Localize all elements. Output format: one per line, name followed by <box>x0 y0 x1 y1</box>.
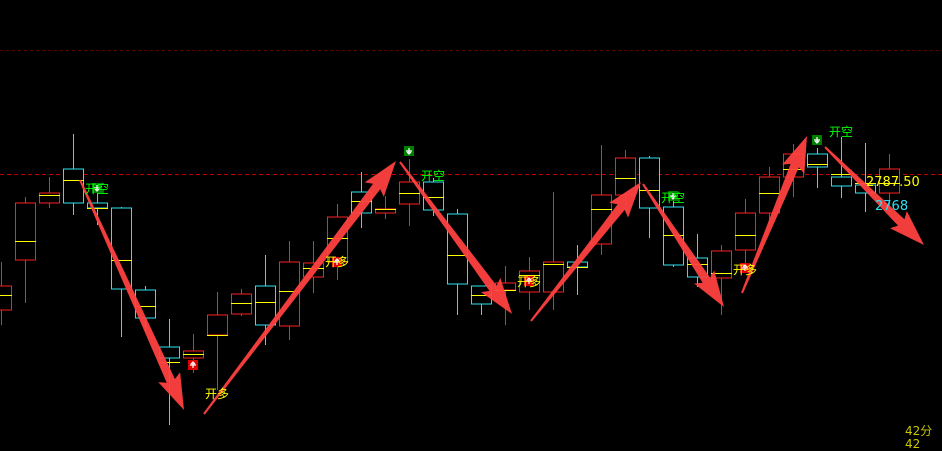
candle-body <box>39 192 60 204</box>
candle-body <box>639 157 660 209</box>
up-arrow-icon <box>188 360 198 370</box>
candle <box>711 245 732 315</box>
candle <box>639 156 660 238</box>
candle <box>759 167 780 225</box>
down-arrow-icon <box>404 146 414 156</box>
candle-body <box>207 314 228 336</box>
short-signal-label: 开空 <box>829 125 854 139</box>
candle-body <box>879 168 900 194</box>
up-arrow-icon <box>740 263 750 273</box>
candle-body <box>543 261 564 293</box>
candle-body <box>63 168 84 204</box>
candle-body <box>0 285 12 311</box>
annotation-arrow <box>741 136 807 294</box>
short-signal-label: 开空 <box>421 169 446 183</box>
candle <box>471 285 492 315</box>
candle <box>207 292 228 390</box>
annotation-arrow <box>824 146 924 245</box>
candle <box>615 150 636 210</box>
up-arrow-icon <box>524 276 534 286</box>
short-signal-label: 开空 <box>85 182 110 196</box>
candle-body <box>735 212 756 251</box>
up-arrow-icon <box>332 257 342 267</box>
candle <box>39 177 60 208</box>
long-signal-label: 开多 <box>517 275 542 289</box>
candle <box>183 334 204 373</box>
reference-price-label: 2787.50 <box>866 175 920 190</box>
candle <box>807 148 828 188</box>
candle-body <box>711 250 732 279</box>
candle <box>399 159 420 226</box>
candle <box>879 154 900 212</box>
down-arrow-icon <box>812 135 822 145</box>
secondary-price-label: 2768 <box>875 199 909 214</box>
candle-body <box>255 285 276 326</box>
down-arrow-icon <box>668 191 678 201</box>
candle <box>447 209 468 315</box>
annotation-arrow <box>642 183 724 307</box>
short-signal-label: 开空 <box>661 191 686 205</box>
annotation-arrow <box>79 179 184 410</box>
candle <box>63 134 84 215</box>
candle-body <box>831 176 852 187</box>
candle <box>735 199 756 268</box>
candle <box>831 137 852 198</box>
candle <box>375 196 396 219</box>
candle <box>255 255 276 345</box>
long-signal-label: 开多 <box>325 255 350 269</box>
time-label: 42分42 <box>905 424 933 451</box>
candle-body <box>15 202 36 261</box>
down-arrow-icon <box>92 183 102 193</box>
candle <box>0 262 12 325</box>
long-signal-label: 开多 <box>733 263 758 277</box>
candlestick-chart <box>0 50 942 425</box>
candle-body <box>807 153 828 168</box>
long-signal-label: 开多 <box>205 387 230 401</box>
candle <box>15 197 36 303</box>
annotation-arrow <box>530 182 641 322</box>
annotation-arrow <box>399 161 512 314</box>
annotation-arrow <box>203 161 396 415</box>
candle <box>231 289 252 316</box>
